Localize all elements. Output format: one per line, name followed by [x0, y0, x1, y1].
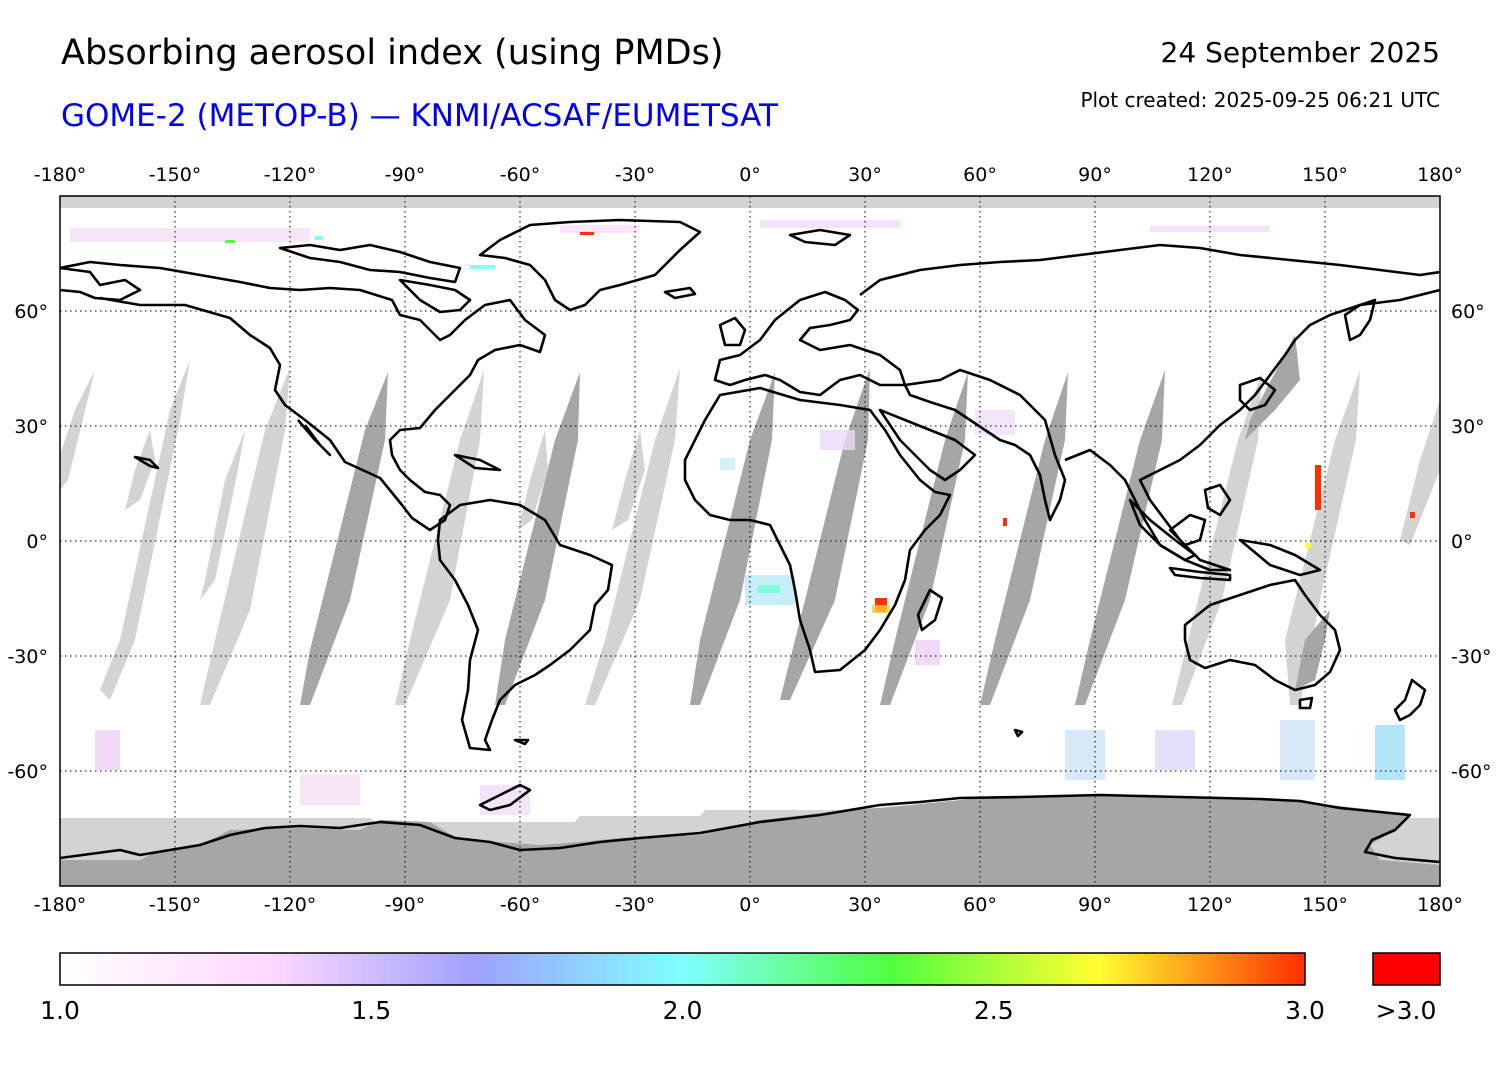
- latitude-label: -60°: [7, 761, 48, 783]
- latitude-label: -60°: [1451, 761, 1492, 783]
- longitude-label: -150°: [149, 894, 202, 916]
- map-title: Absorbing aerosol index (using PMDs): [61, 33, 724, 73]
- longitude-label: 150°: [1302, 894, 1348, 916]
- map-date: 24 September 2025: [1160, 36, 1440, 69]
- colorbar-tick-labels: 1.0 1.5 2.0 2.5 3.0: [40, 996, 1325, 1025]
- latitude-label: -30°: [7, 646, 48, 668]
- graticule: [60, 196, 1440, 886]
- longitude-label: 90°: [1078, 164, 1112, 186]
- latitude-label: -30°: [1451, 646, 1492, 668]
- colorbar-tick-label: 1.0: [40, 996, 80, 1025]
- longitude-label: 120°: [1187, 164, 1233, 186]
- latitude-label: 60°: [14, 301, 48, 323]
- latitude-label: 0°: [1451, 531, 1473, 553]
- longitude-label: 90°: [1078, 894, 1112, 916]
- longitude-label: 120°: [1187, 894, 1233, 916]
- longitude-label: 180°: [1417, 894, 1463, 916]
- colorbar: [59, 952, 1306, 986]
- colorbar-tick-label: 1.5: [351, 996, 391, 1025]
- map-frame: [59, 195, 1441, 887]
- coastlines: [60, 218, 1440, 864]
- longitude-label: 0°: [739, 894, 761, 916]
- latitude-label: 30°: [1451, 416, 1485, 438]
- longitude-label: 30°: [848, 894, 882, 916]
- colorbar-tick-label: 2.5: [974, 996, 1014, 1025]
- longitude-label: 60°: [963, 164, 997, 186]
- longitude-label: -60°: [500, 894, 541, 916]
- longitude-labels-top: -180° -150° -120° -90° -60° -30° 0° 30° 60° 90° 12…: [34, 164, 1463, 186]
- map-subtitle: GOME-2 (METOP-B) — KNMI/ACSAF/EUMETSAT: [61, 98, 778, 134]
- longitude-label: -180°: [34, 164, 87, 186]
- longitude-label: -120°: [264, 894, 317, 916]
- longitude-label: -180°: [34, 894, 87, 916]
- latitude-labels-left: 60° 30° 0° -30° -60°: [7, 301, 48, 783]
- longitude-label: 30°: [848, 164, 882, 186]
- colorbar-tick-label: 3.0: [1285, 996, 1325, 1025]
- map-layers: [60, 196, 1440, 886]
- longitude-labels-bottom: -180° -150° -120° -90° -60° -30° 0° 30° 60° 90° 12…: [34, 894, 1463, 916]
- longitude-label: -90°: [385, 894, 426, 916]
- longitude-label: 180°: [1417, 164, 1463, 186]
- antarctic-no-data-dark: [60, 795, 1440, 886]
- latitude-labels-right: 60° 30° 0° -30° -60°: [1451, 301, 1492, 783]
- colorbar-tick-label: 2.0: [663, 996, 703, 1025]
- longitude-label: -30°: [615, 894, 656, 916]
- longitude-label: 150°: [1302, 164, 1348, 186]
- longitude-label: -60°: [500, 164, 541, 186]
- longitude-label: -90°: [385, 164, 426, 186]
- aerosol-signal: [70, 220, 1415, 815]
- longitude-label: -120°: [264, 164, 317, 186]
- longitude-label: -150°: [149, 164, 202, 186]
- longitude-label: 60°: [963, 894, 997, 916]
- longitude-label: -30°: [615, 164, 656, 186]
- colorbar-overflow-label: >3.0: [1376, 996, 1437, 1025]
- longitude-label: 0°: [739, 164, 761, 186]
- latitude-label: 30°: [14, 416, 48, 438]
- latitude-label: 60°: [1451, 301, 1485, 323]
- orbit-gap-stripes: [60, 335, 1440, 705]
- latitude-label: 0°: [26, 531, 48, 553]
- plot-created-timestamp: Plot created: 2025-09-25 06:21 UTC: [1080, 88, 1440, 112]
- colorbar-overflow-swatch: [1372, 952, 1441, 986]
